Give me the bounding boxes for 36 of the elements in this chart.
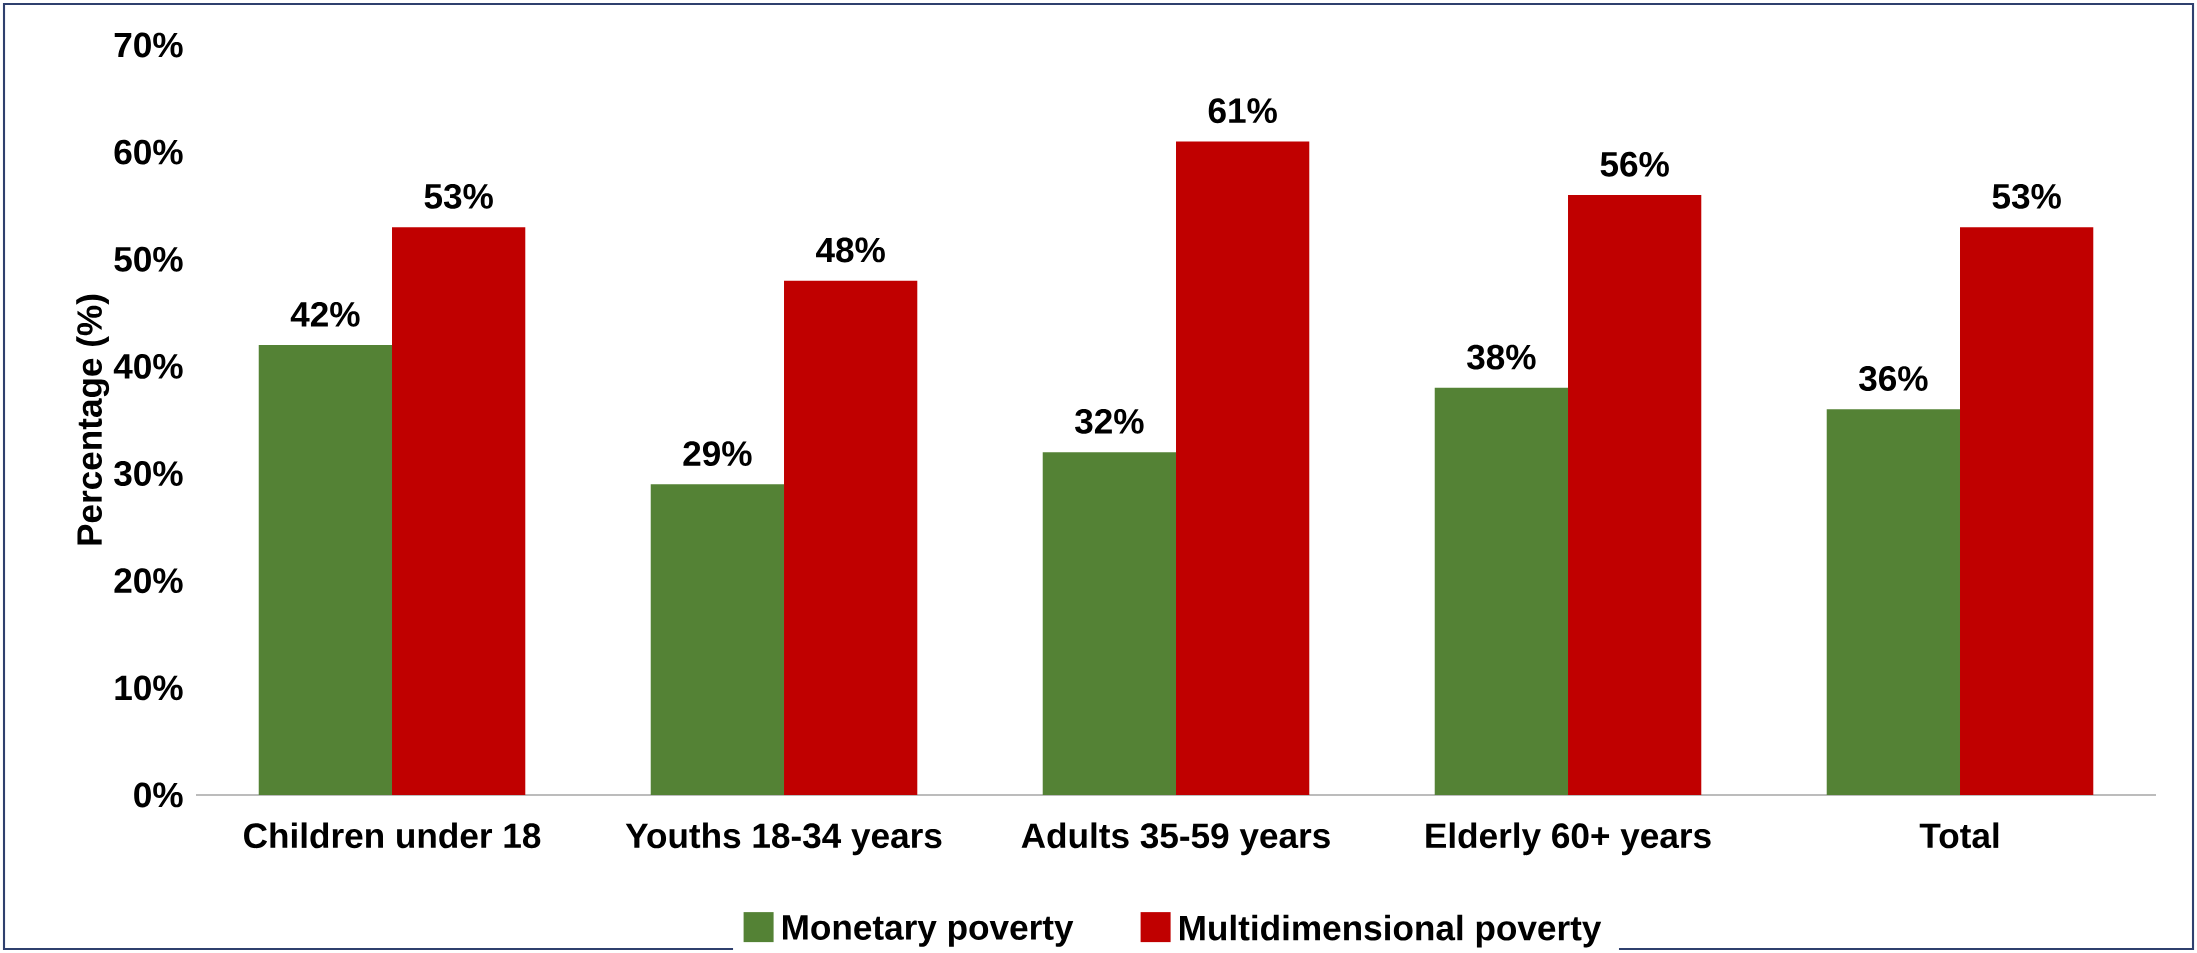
y-tick-label: 50% [114,246,183,272]
legend-label: Monetary poverty [782,915,1074,947]
legend-label: Multidimensional poverty [1180,914,1602,948]
y-tick-label: 60% [114,139,183,165]
x-tick-label: Children under 18 [244,822,541,849]
bar [1826,409,1961,795]
y-tick-label: 30% [114,461,183,487]
data-label: 61% [1208,98,1277,124]
y-axis-title: Percentage (%) [76,294,110,545]
y-tick-label: 0% [134,782,183,808]
data-label: 56% [1600,151,1669,177]
bar [1042,452,1177,795]
data-label: 38% [1467,344,1536,370]
x-tick-label: Adults 35-59 years [1021,822,1330,856]
bar [1434,387,1569,795]
bar [650,484,785,795]
y-tick-label: 10% [115,675,183,701]
bar [1568,195,1702,795]
x-tick-label: Total [1919,822,1999,849]
data-label: 32% [1075,408,1144,434]
data-label: 53% [1992,183,2061,209]
y-tick-label: 20% [114,568,183,594]
bar [258,345,393,795]
x-tick-label: Elderly 60+ years [1426,822,1711,856]
data-label: 29% [683,441,752,466]
bar [392,227,526,795]
data-label: 53% [424,183,493,209]
bar [784,280,918,795]
bar [1176,141,1310,795]
x-tick-label: Youths 18-34 years [625,822,942,856]
data-label: 42% [290,301,360,327]
y-tick-label: 40% [113,354,183,379]
bar [1960,227,2094,795]
data-label: 48% [816,237,885,263]
y-tick-label: 70% [114,32,183,58]
data-label: 36% [1859,366,1928,391]
